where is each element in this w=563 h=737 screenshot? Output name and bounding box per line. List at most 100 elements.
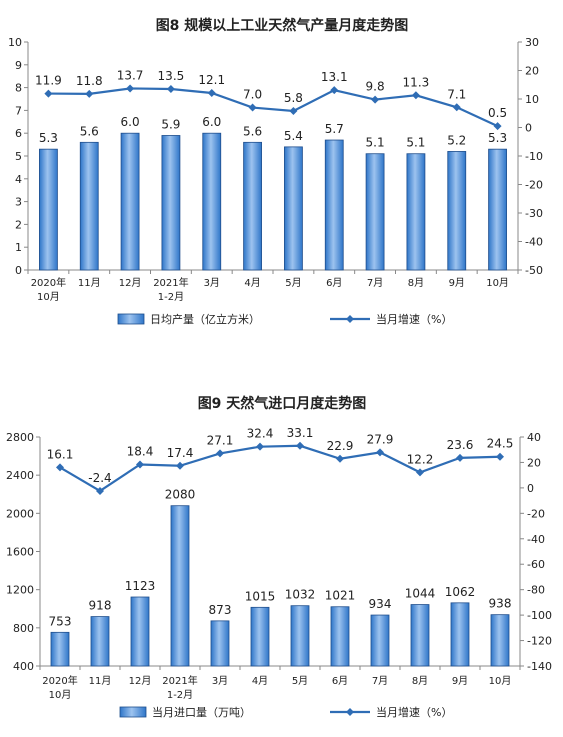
x-tick-label: 8月: [412, 675, 428, 687]
line-label: 27.1: [207, 433, 234, 447]
line-point: [371, 95, 380, 104]
left-tick-label: 1600: [6, 546, 34, 559]
line-label: 24.5: [487, 437, 514, 451]
bar: [324, 139, 344, 271]
bar-label: 6.0: [121, 115, 140, 129]
line-point: [126, 84, 135, 93]
bar-label: 2080: [165, 488, 196, 502]
x-tick-label: 9月: [452, 675, 468, 687]
right-tick-label: 30: [525, 36, 539, 49]
bar-label: 938: [489, 597, 512, 611]
bar: [447, 151, 467, 271]
x-tick-label: 4月: [252, 675, 268, 687]
line-point: [336, 454, 344, 463]
legend-bar-swatch: [117, 313, 145, 325]
right-tick-label: -10: [525, 150, 543, 163]
x-tick-label: 11月: [89, 675, 112, 687]
bar: [130, 596, 150, 667]
left-tick-label: 3: [15, 196, 22, 209]
bar: [243, 141, 262, 271]
right-tick-label: 20: [527, 456, 541, 469]
growth-line: [48, 87, 499, 128]
right-tick-label: -140: [527, 660, 552, 673]
chart-1: 图8 规模以上工业天然气产量月度走势图 0 1 2 3 4 5 6 7 8 9 10 -50 -40 -30…: [8, 17, 543, 326]
x-tick-label: 10月: [486, 277, 509, 289]
legend-line-marker: [346, 708, 354, 716]
bar-label: 6.0: [202, 115, 221, 129]
line-label: 7.1: [447, 87, 466, 101]
line-label: 33.1: [287, 426, 314, 440]
bar-label: 5.1: [406, 136, 425, 150]
line-label: 32.4: [247, 427, 274, 441]
line-point: [289, 106, 298, 115]
bar-label: 753: [49, 614, 72, 628]
right-tick-label: 0: [525, 122, 532, 135]
line-label: 18.4: [127, 444, 154, 458]
bar: [330, 606, 350, 667]
line-point: [216, 449, 224, 458]
bar: [90, 616, 110, 667]
line-label: 11.3: [403, 75, 430, 89]
line-point: [136, 460, 144, 469]
bar-label: 873: [209, 603, 232, 617]
legend-line-label: 当月增速（%）: [376, 705, 452, 719]
x-tick-label: 2020年: [31, 276, 66, 289]
line-point: [85, 89, 94, 98]
line-point: [411, 91, 420, 100]
left-tick-label: 5: [15, 150, 22, 163]
line-label: 0.5: [488, 106, 507, 120]
legend-bar-label: 当月进口量（万吨）: [152, 705, 251, 719]
bar: [50, 631, 70, 667]
x-tick-label: 3月: [212, 675, 228, 687]
bar-label: 5.3: [39, 131, 58, 145]
bar-label: 5.7: [325, 122, 344, 136]
right-tick-label: -40: [527, 533, 545, 546]
x-tick-label: 7月: [372, 675, 388, 687]
bar: [410, 604, 430, 667]
left-tick-label: 2800: [6, 431, 34, 444]
line-label: 23.6: [447, 438, 474, 452]
x-tick-label: 10月: [37, 291, 60, 303]
x-tick-label: 12月: [129, 675, 152, 687]
line-point: [248, 103, 257, 112]
x-tick-label: 10月: [489, 675, 512, 687]
right-tick-label: -20: [527, 507, 545, 520]
x-tick-label: 10月: [49, 689, 72, 701]
x-tick-label: 8月: [408, 277, 424, 289]
bar-label: 5.3: [488, 131, 507, 145]
bar-label: 1062: [445, 585, 476, 599]
bar-label: 1032: [285, 588, 316, 602]
left-tick-label: 1: [15, 241, 22, 254]
bar: [120, 132, 140, 271]
bar: [488, 148, 507, 271]
bar: [250, 606, 270, 667]
legend-line-marker: [346, 315, 354, 323]
line-point: [493, 122, 502, 131]
line-label: 12.1: [198, 73, 225, 87]
bar-label: 5.2: [447, 133, 466, 147]
bar-label: 918: [89, 599, 112, 613]
bar: [202, 132, 222, 271]
bar: [365, 153, 385, 271]
bar: [370, 614, 390, 667]
left-tick-label: 4: [15, 173, 22, 186]
x-tick-label: 4月: [244, 277, 260, 289]
right-tick-label: 10: [525, 93, 539, 106]
x-tick-label: 6月: [326, 277, 342, 289]
x-tick-label: 2021年: [162, 674, 197, 687]
line-point: [96, 486, 104, 495]
line-label: 13.5: [158, 69, 185, 83]
line-point: [256, 442, 264, 451]
line-label: 22.9: [327, 439, 354, 453]
bar: [490, 614, 510, 667]
bar: [39, 148, 58, 271]
right-tick-label: -120: [527, 635, 552, 648]
x-tick-label: 1-2月: [167, 689, 193, 701]
left-tick-label: 8: [15, 82, 22, 95]
bar-label: 5.9: [161, 117, 180, 131]
line-point: [330, 86, 339, 95]
line-point: [452, 103, 461, 112]
x-tick-label: 12月: [119, 277, 142, 289]
line-label: 16.1: [47, 447, 74, 461]
